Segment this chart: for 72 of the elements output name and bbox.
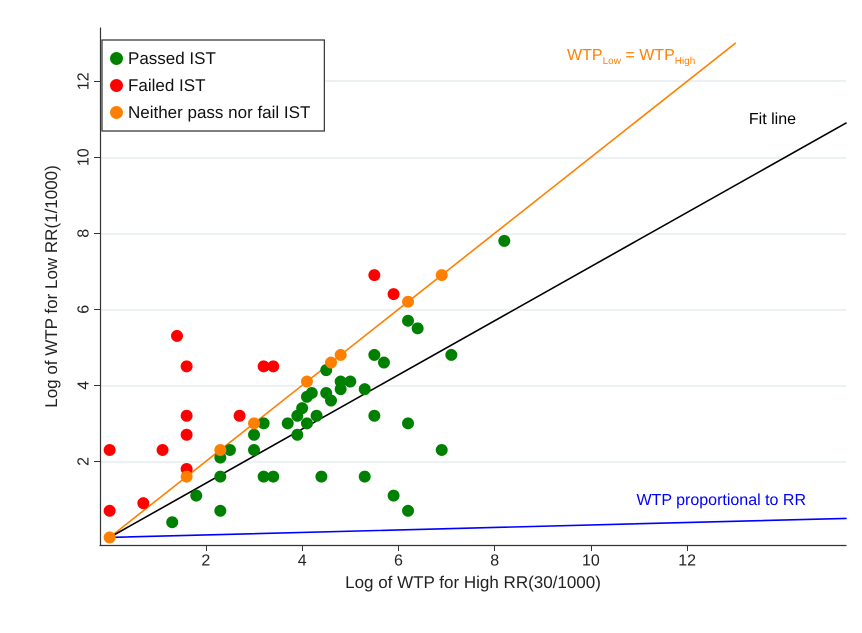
point bbox=[310, 410, 323, 422]
point bbox=[180, 470, 193, 483]
point bbox=[248, 428, 260, 441]
point bbox=[291, 428, 304, 441]
point bbox=[258, 470, 270, 483]
point bbox=[248, 444, 260, 456]
point bbox=[358, 470, 371, 483]
series-label: WTP proportional to RR bbox=[636, 492, 806, 510]
point bbox=[296, 402, 308, 414]
point bbox=[388, 490, 400, 502]
point bbox=[104, 504, 116, 517]
point bbox=[378, 356, 390, 369]
point bbox=[344, 376, 356, 388]
point bbox=[224, 444, 236, 456]
point bbox=[445, 348, 458, 361]
y-tick-label: 2 bbox=[76, 456, 92, 466]
x-axis-title: Log of WTP for High RR(30/1000) bbox=[345, 572, 601, 592]
point bbox=[306, 386, 318, 399]
point bbox=[214, 504, 226, 517]
point bbox=[402, 504, 414, 517]
point bbox=[402, 296, 414, 308]
y-tick-label: 10 bbox=[76, 148, 92, 166]
y-tick-label: 4 bbox=[76, 380, 92, 390]
legend-label: Failed IST bbox=[128, 76, 206, 95]
point bbox=[300, 417, 313, 430]
point bbox=[234, 410, 246, 422]
point bbox=[402, 314, 414, 327]
y-tick-label: 8 bbox=[76, 228, 92, 238]
point bbox=[300, 376, 313, 388]
point bbox=[412, 322, 424, 334]
series-label: Fit line bbox=[748, 111, 796, 130]
point bbox=[180, 360, 193, 372]
point bbox=[171, 330, 184, 342]
x-tick-label: 10 bbox=[582, 552, 600, 570]
point bbox=[325, 394, 338, 407]
y-tick-label: 6 bbox=[76, 304, 92, 314]
point bbox=[436, 444, 448, 456]
point bbox=[104, 444, 116, 456]
point bbox=[388, 288, 400, 300]
point bbox=[315, 470, 328, 483]
y-axis-title: Log of WTP for Low RR(1/1000) bbox=[42, 165, 61, 408]
point bbox=[137, 497, 150, 510]
point bbox=[248, 417, 260, 430]
point bbox=[402, 417, 414, 430]
point bbox=[180, 410, 193, 422]
series-label: WTP$_{Low}$ = WTP$_{High}$ bbox=[567, 47, 696, 70]
point bbox=[214, 444, 226, 456]
point bbox=[180, 428, 193, 441]
point bbox=[156, 444, 169, 456]
point bbox=[190, 490, 202, 502]
point bbox=[358, 383, 371, 396]
point bbox=[368, 410, 380, 422]
x-tick-label: 2 bbox=[201, 552, 210, 570]
x-tick-label: 8 bbox=[490, 552, 500, 570]
x-tick-label: 6 bbox=[394, 552, 403, 570]
y-tick-label: 12 bbox=[76, 72, 92, 90]
point bbox=[214, 470, 226, 483]
point bbox=[166, 516, 178, 528]
point bbox=[368, 348, 380, 361]
x-tick-label: 12 bbox=[678, 552, 696, 570]
point bbox=[325, 356, 338, 369]
point bbox=[267, 360, 280, 372]
point bbox=[436, 269, 448, 282]
point bbox=[334, 348, 347, 361]
point bbox=[498, 234, 510, 247]
point bbox=[368, 269, 380, 282]
point bbox=[104, 531, 116, 544]
point bbox=[267, 470, 280, 483]
point bbox=[282, 417, 294, 430]
legend-label: Passed IST bbox=[128, 49, 216, 68]
x-tick-label: 4 bbox=[298, 552, 307, 570]
legend-label: Neither pass nor fail IST bbox=[128, 103, 310, 122]
